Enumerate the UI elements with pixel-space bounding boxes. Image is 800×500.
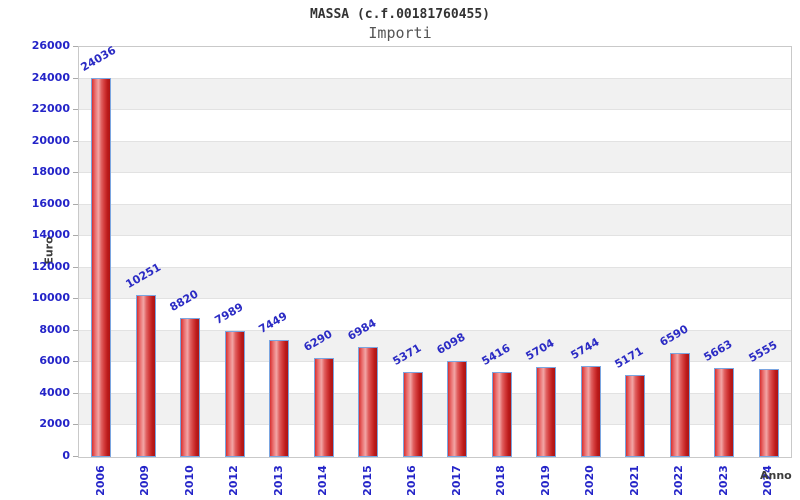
bar-2012 xyxy=(224,331,245,457)
x-tick-text: 2018 xyxy=(494,464,508,496)
y-tick-label: 6000 xyxy=(39,354,70,368)
x-tick-text: 2010 xyxy=(182,464,196,496)
x-tick-text: 2016 xyxy=(405,464,419,496)
x-tick-text: 2013 xyxy=(271,464,285,496)
bar-2013 xyxy=(269,339,290,457)
x-tick-text: 2020 xyxy=(583,464,597,496)
x-tick-label-2012: 2012 xyxy=(217,461,251,499)
y-tick-mark xyxy=(73,392,78,394)
x-tick-text: 2009 xyxy=(138,464,152,496)
bar-2017 xyxy=(447,360,468,457)
plot-area: 24036 10251 8820 7989 7449 6290 6984 5371 6098 54… xyxy=(78,44,792,458)
y-tick-mark xyxy=(73,424,78,426)
gridline xyxy=(79,329,791,331)
x-tick-label-2023: 2023 xyxy=(706,461,740,499)
y-tick-mark xyxy=(73,77,78,79)
x-tick-text: 2022 xyxy=(672,464,686,496)
x-tick-label-2022: 2022 xyxy=(662,461,696,499)
y-tick-mark xyxy=(73,361,78,363)
gridline xyxy=(79,298,791,300)
y-tick-label: 0 xyxy=(62,449,70,462)
y-tick-mark xyxy=(73,140,78,142)
x-tick-label-2010: 2010 xyxy=(172,461,206,499)
gridline xyxy=(79,424,791,426)
bar-2022 xyxy=(669,353,690,457)
bar-2016 xyxy=(402,372,423,457)
y-tick-label: 24000 xyxy=(31,70,70,84)
bar-2009 xyxy=(135,295,156,457)
bar-2010 xyxy=(180,317,201,457)
x-tick-text: 2017 xyxy=(449,464,463,496)
y-tick-label: 2000 xyxy=(39,417,70,431)
x-tick-label-2006: 2006 xyxy=(83,461,117,499)
x-tick-text: 2019 xyxy=(538,464,552,496)
plot-band xyxy=(79,110,791,142)
y-tick-label: 16000 xyxy=(31,196,70,210)
gridline xyxy=(79,392,791,394)
plot-band xyxy=(79,236,791,268)
y-tick-mark xyxy=(73,329,78,331)
gridline xyxy=(79,361,791,363)
x-tick-text: 2014 xyxy=(316,464,330,496)
bar-2023 xyxy=(714,367,735,457)
x-tick-label-2017: 2017 xyxy=(439,461,473,499)
gridline xyxy=(79,172,791,174)
y-tick-label: 14000 xyxy=(31,228,70,242)
y-tick-mark xyxy=(73,456,78,457)
bar-2021 xyxy=(625,375,646,457)
bar-2006 xyxy=(91,77,112,457)
y-tick-mark xyxy=(73,46,78,47)
gridline xyxy=(79,235,791,237)
y-tick-mark xyxy=(73,298,78,300)
x-tick-text: 2012 xyxy=(227,464,241,496)
y-tick-label: 22000 xyxy=(31,102,70,116)
bar-2020 xyxy=(580,366,601,457)
y-tick-mark xyxy=(73,172,78,174)
bar-2019 xyxy=(536,367,557,457)
x-tick-text: 2021 xyxy=(627,464,641,496)
gridline xyxy=(79,77,791,79)
gridline xyxy=(79,266,791,268)
gridline xyxy=(79,203,791,205)
y-tick-label: 8000 xyxy=(39,322,70,336)
y-tick-label: 20000 xyxy=(31,133,70,147)
y-tick-mark xyxy=(73,266,78,268)
plot-band xyxy=(79,204,791,237)
x-tick-label-2018: 2018 xyxy=(484,461,518,499)
y-tick-label: 10000 xyxy=(31,291,70,305)
x-tick-text: 2023 xyxy=(716,464,730,496)
plot-band xyxy=(79,47,791,79)
x-axis-title: Anno xyxy=(760,469,792,482)
bar-2024 xyxy=(758,369,779,457)
bar-2018 xyxy=(491,371,512,457)
y-tick-mark xyxy=(73,109,78,111)
x-tick-label-2020: 2020 xyxy=(573,461,607,499)
chart-title: MASSA (c.f.00181760455) xyxy=(309,7,490,22)
y-tick-mark xyxy=(73,203,78,205)
chart-subtitle: Importi xyxy=(368,24,432,42)
x-tick-label-2021: 2021 xyxy=(617,461,651,499)
plot-band xyxy=(79,78,791,111)
plot-band xyxy=(79,173,791,205)
y-tick-label: 18000 xyxy=(31,165,70,179)
y-tick-mark xyxy=(73,235,78,237)
y-tick-label: 26000 xyxy=(31,39,70,52)
x-tick-label-2014: 2014 xyxy=(306,461,340,499)
plot-band xyxy=(79,141,791,174)
bar-2015 xyxy=(358,346,379,457)
y-tick-label: 12000 xyxy=(31,259,70,273)
gridline xyxy=(79,140,791,142)
x-tick-label-2013: 2013 xyxy=(261,461,295,499)
x-tick-label-2019: 2019 xyxy=(528,461,562,499)
x-tick-label-2016: 2016 xyxy=(395,461,429,499)
x-tick-text: 2015 xyxy=(360,464,374,496)
gridline xyxy=(79,109,791,111)
y-tick-label: 4000 xyxy=(39,385,70,399)
x-tick-label-2009: 2009 xyxy=(128,461,162,499)
plot-band xyxy=(79,267,791,300)
x-tick-label-2015: 2015 xyxy=(350,461,384,499)
bar-2014 xyxy=(313,357,334,457)
x-tick-text: 2006 xyxy=(93,464,107,496)
